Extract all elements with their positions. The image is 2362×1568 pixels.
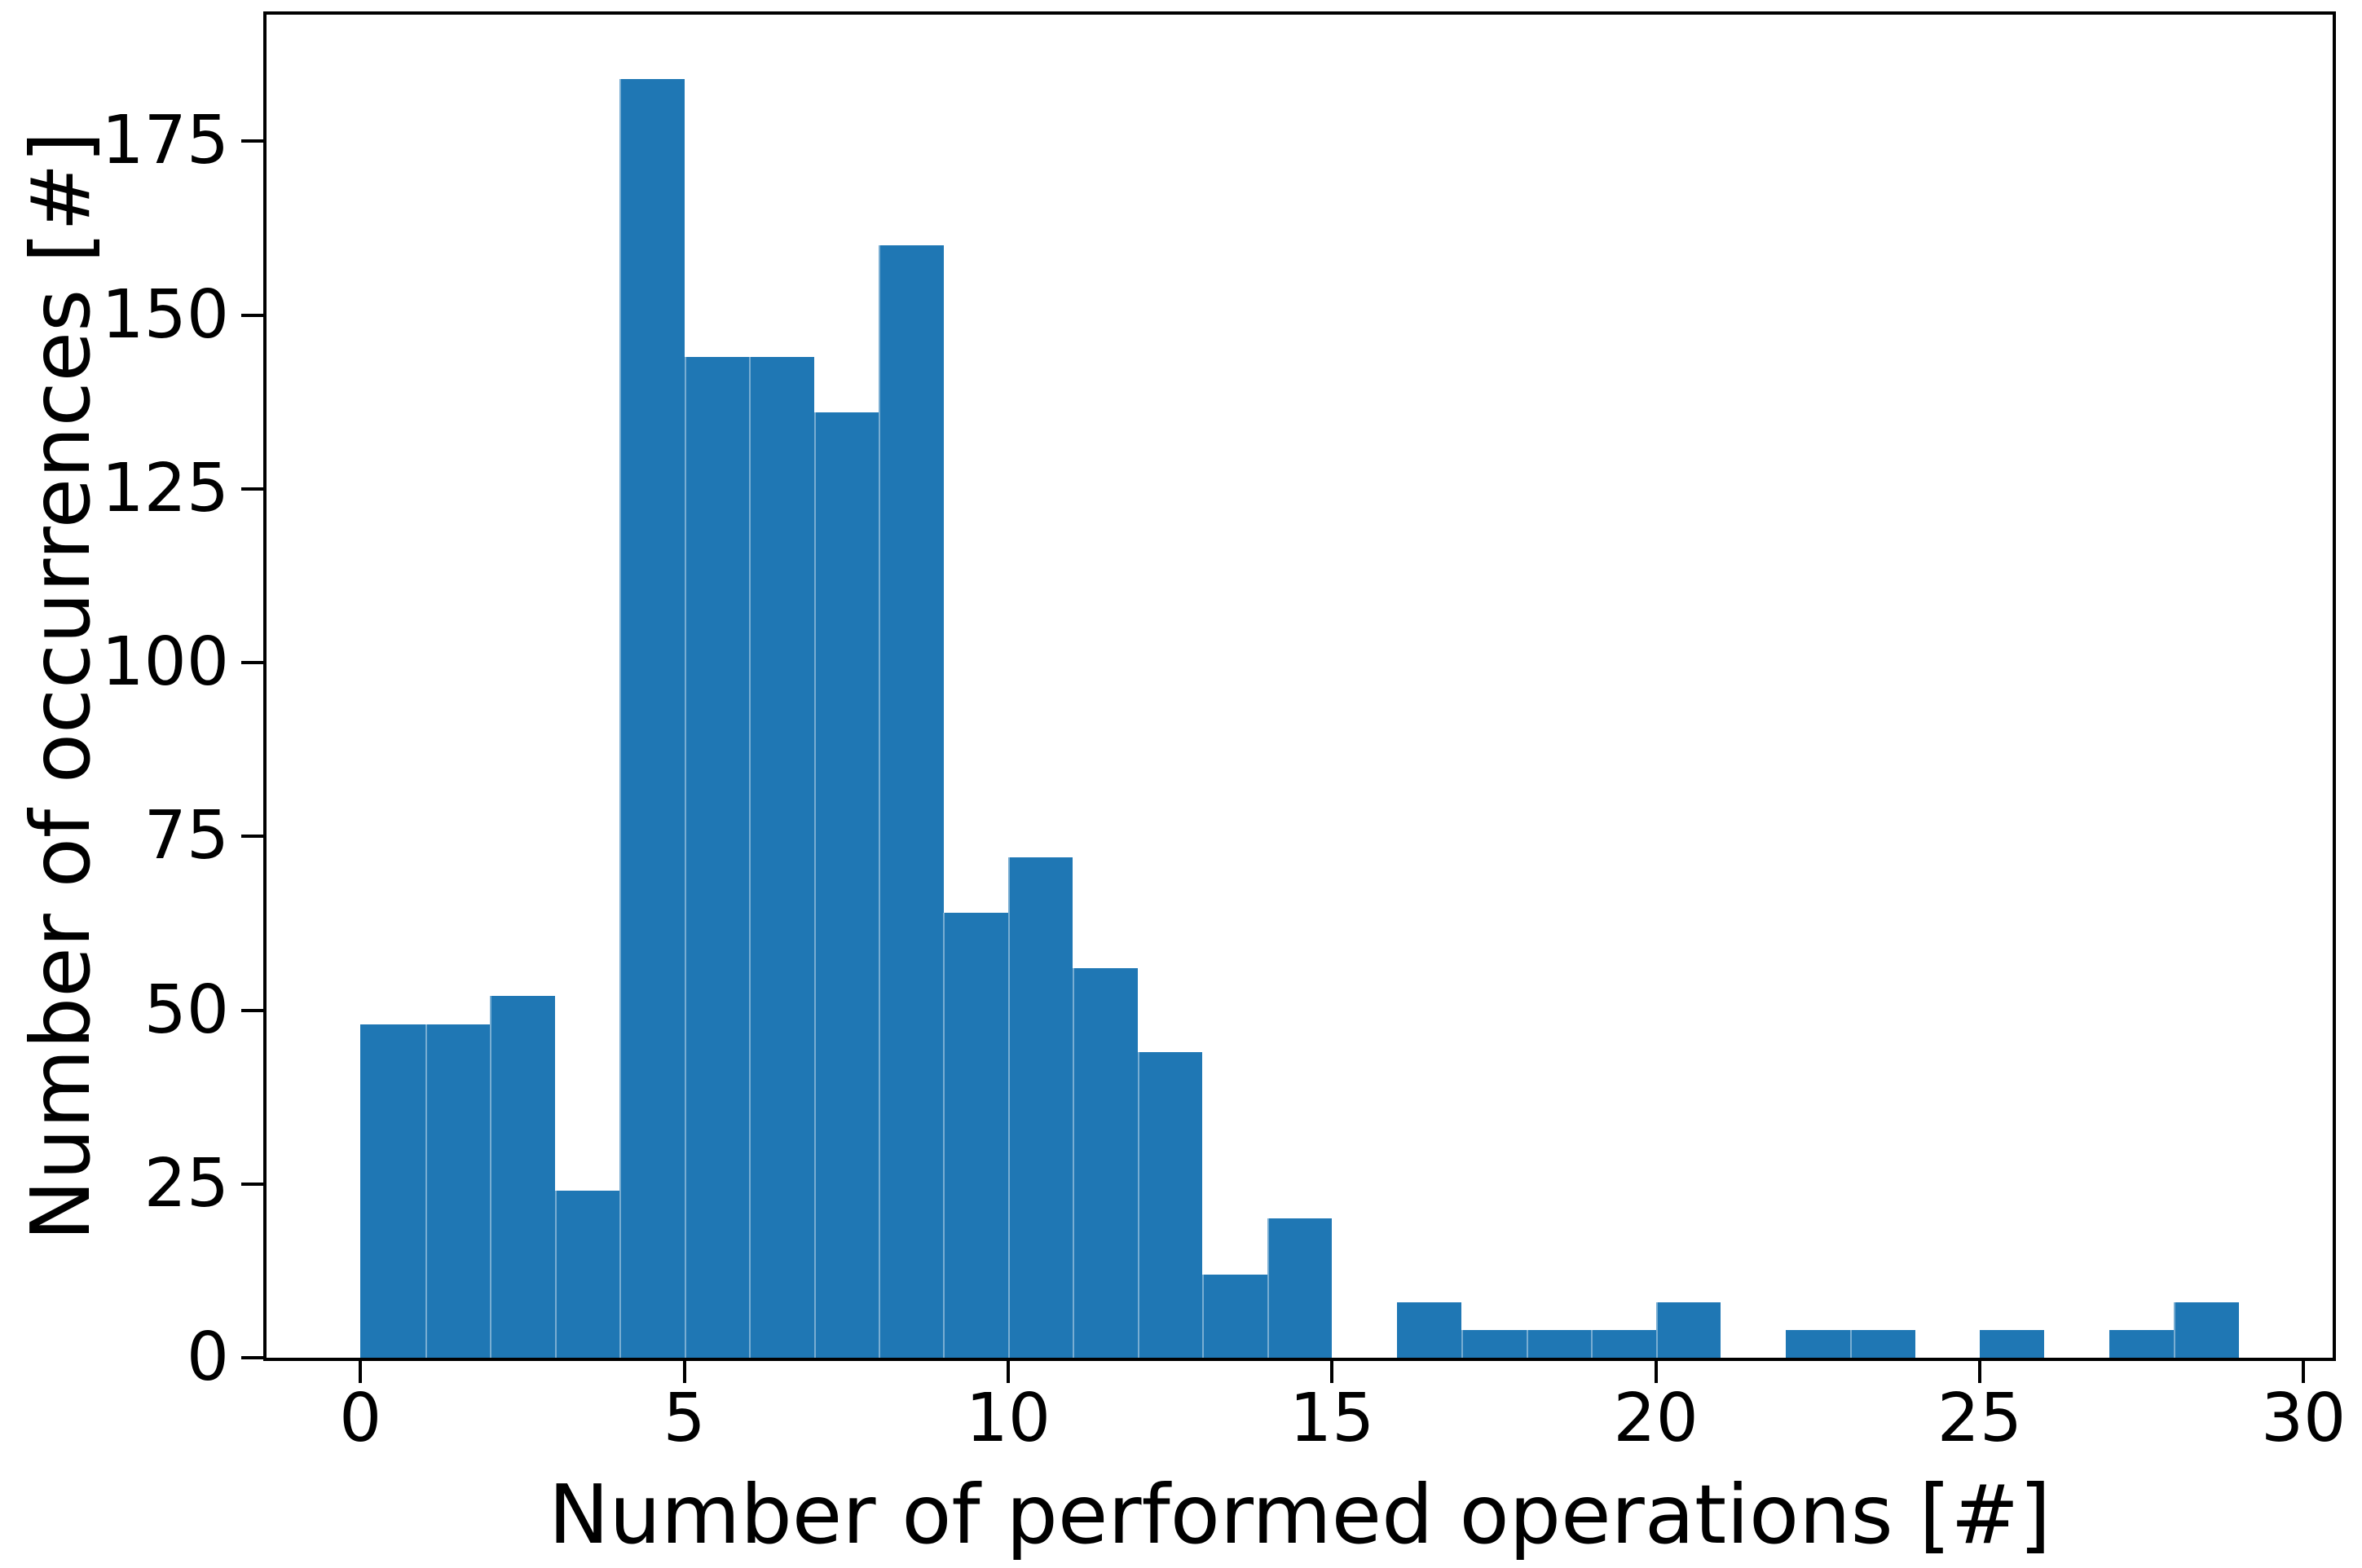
histogram-bar: [1850, 1329, 1915, 1358]
plot-area: [263, 11, 2336, 1361]
x-tick-mark: [1654, 1361, 1658, 1383]
histogram-bar: [554, 1191, 620, 1358]
y-tick-mark: [241, 1182, 263, 1186]
histogram-bar: [425, 1024, 491, 1358]
x-tick-label: 0: [339, 1380, 382, 1457]
histogram-bar: [749, 356, 814, 1358]
y-tick-label: 0: [186, 1319, 229, 1396]
y-tick-label: 50: [143, 971, 229, 1049]
x-tick-mark: [359, 1361, 363, 1383]
histogram-bar: [2174, 1302, 2239, 1358]
histogram-bar: [1785, 1329, 1850, 1358]
y-tick-label: 100: [101, 623, 229, 701]
y-tick-label: 150: [101, 275, 229, 354]
histogram-bar: [879, 245, 944, 1358]
x-tick-mark: [2302, 1361, 2306, 1383]
histogram-bar: [1979, 1329, 2045, 1358]
x-axis-label: Number of performed operations [#]: [548, 1467, 2051, 1562]
x-tick-label: 5: [663, 1380, 706, 1457]
y-tick-label: 25: [143, 1144, 229, 1222]
y-tick-label: 75: [143, 797, 229, 875]
y-tick-mark: [241, 835, 263, 839]
histogram-bar: [1655, 1302, 1721, 1358]
y-tick-mark: [241, 313, 263, 317]
x-tick-label: 10: [965, 1380, 1051, 1457]
histogram-bar: [1591, 1329, 1656, 1358]
y-tick-label: 125: [101, 449, 229, 527]
histogram-bar: [1137, 1051, 1203, 1358]
histogram-bar: [684, 356, 750, 1358]
y-tick-mark: [241, 139, 263, 143]
x-tick-mark: [682, 1361, 686, 1383]
x-tick-mark: [1977, 1361, 1981, 1383]
histogram-bar: [360, 1024, 425, 1358]
y-tick-mark: [241, 1356, 263, 1359]
x-tick-label: 15: [1289, 1380, 1375, 1457]
histogram-bar: [619, 78, 685, 1358]
histogram-bar: [1526, 1329, 1592, 1358]
x-tick-mark: [1006, 1361, 1010, 1383]
y-tick-label: 175: [101, 102, 229, 180]
histogram-bar: [1396, 1302, 1462, 1358]
histogram-bar: [1461, 1329, 1527, 1358]
histogram-bar: [490, 996, 555, 1358]
histogram-bar: [1202, 1274, 1267, 1358]
histogram-bar: [1007, 857, 1073, 1358]
y-tick-mark: [241, 661, 263, 664]
y-tick-mark: [241, 487, 263, 491]
x-tick-mark: [1330, 1361, 1334, 1383]
histogram-bar: [1073, 968, 1138, 1358]
histogram-bar: [1267, 1218, 1333, 1358]
y-tick-mark: [241, 1008, 263, 1012]
x-tick-label: 25: [1937, 1380, 2023, 1457]
histogram-bar: [2109, 1329, 2175, 1358]
x-tick-label: 20: [1613, 1380, 1699, 1457]
histogram-bar: [943, 913, 1008, 1358]
x-tick-label: 30: [2261, 1380, 2347, 1457]
histogram-bar: [813, 412, 879, 1358]
